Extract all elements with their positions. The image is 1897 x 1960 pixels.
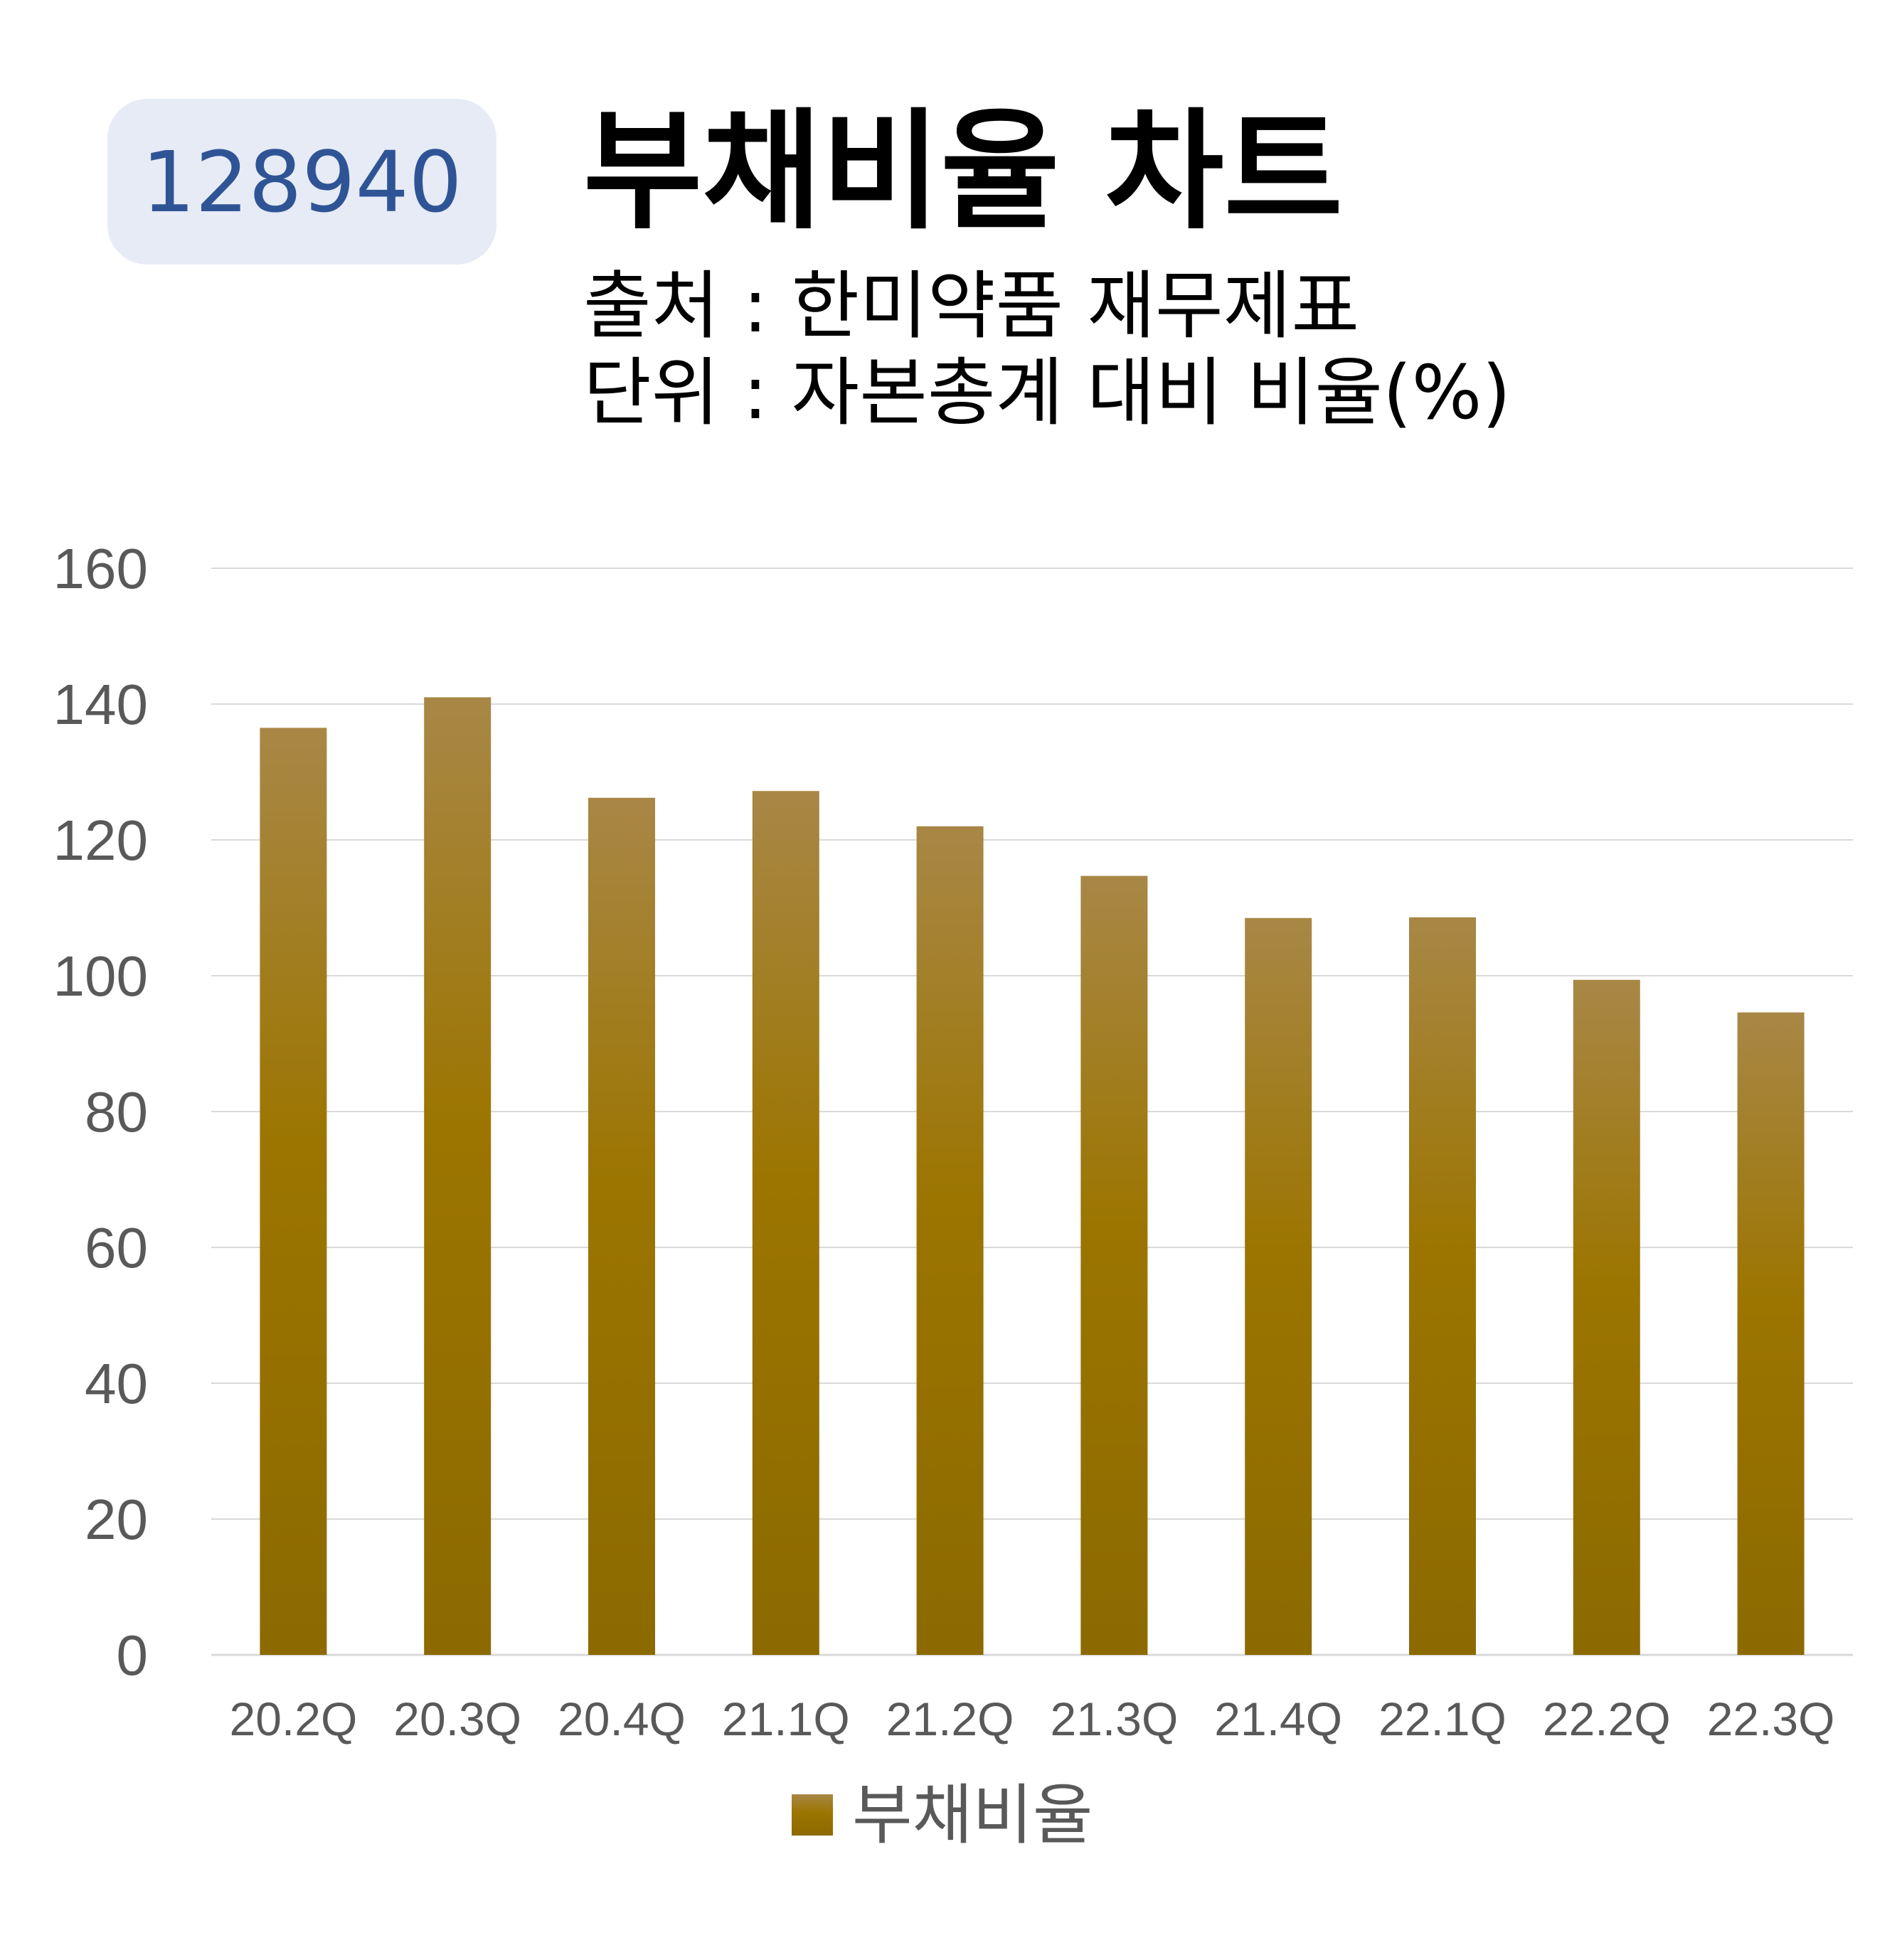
- x-tick-label: 22.3Q: [1707, 1693, 1835, 1745]
- y-tick-label: 100: [53, 944, 148, 1008]
- bar-21.3Q: [1080, 875, 1148, 1655]
- bar-20.4Q: [588, 797, 655, 1655]
- y-tick-label: 160: [53, 537, 148, 600]
- bars: [260, 697, 1805, 1656]
- legend-swatch: [792, 1794, 833, 1836]
- bar-22.2Q: [1573, 979, 1640, 1655]
- bar-20.2Q: [260, 728, 327, 1655]
- y-tick-label: 60: [85, 1216, 148, 1279]
- x-tick-label: 22.1Q: [1378, 1693, 1507, 1745]
- x-tick-label: 21.4Q: [1214, 1693, 1342, 1745]
- legend: 부채비율: [792, 1777, 1093, 1853]
- y-tick-label: 0: [117, 1624, 149, 1687]
- y-tick-label: 80: [85, 1080, 148, 1144]
- chart-title: 부채비율 차트: [583, 96, 1344, 247]
- legend-label: 부채비율: [852, 1777, 1093, 1853]
- x-tick-label: 21.3Q: [1051, 1693, 1179, 1745]
- y-tick-label: 20: [85, 1488, 148, 1551]
- y-tick-label: 40: [85, 1352, 148, 1415]
- y-tick-label: 120: [53, 809, 148, 872]
- bar-22.3Q: [1737, 1012, 1805, 1655]
- stock-code: 128940: [142, 132, 462, 231]
- x-tick-label: 21.2Q: [886, 1693, 1014, 1745]
- x-tick-label: 20.3Q: [393, 1693, 521, 1745]
- bar-21.1Q: [752, 791, 819, 1655]
- source-line: 출처 : 한미약품 재무제표: [583, 262, 1360, 349]
- x-tick-label: 20.4Q: [558, 1693, 686, 1745]
- x-tick-label: 21.1Q: [722, 1693, 850, 1745]
- bar-21.4Q: [1245, 917, 1312, 1655]
- y-axis-ticks: 0 20 40 60 80 100 120 140 160: [53, 537, 148, 1687]
- x-tick-label: 20.2Q: [230, 1693, 358, 1745]
- x-axis-ticks: 20.2Q 20.3Q 20.4Q 21.1Q 21.2Q 21.3Q 21.4Q 22.1Q…: [230, 1693, 1835, 1745]
- bar-21.2Q: [916, 826, 984, 1655]
- bar-22.1Q: [1409, 917, 1476, 1655]
- y-tick-label: 140: [53, 673, 148, 736]
- stock-code-badge: 128940: [107, 99, 496, 265]
- unit-line: 단위 : 자본총계 대비 비율(%): [583, 349, 1511, 436]
- bar-20.3Q: [424, 697, 491, 1656]
- x-tick-label: 22.2Q: [1543, 1693, 1671, 1745]
